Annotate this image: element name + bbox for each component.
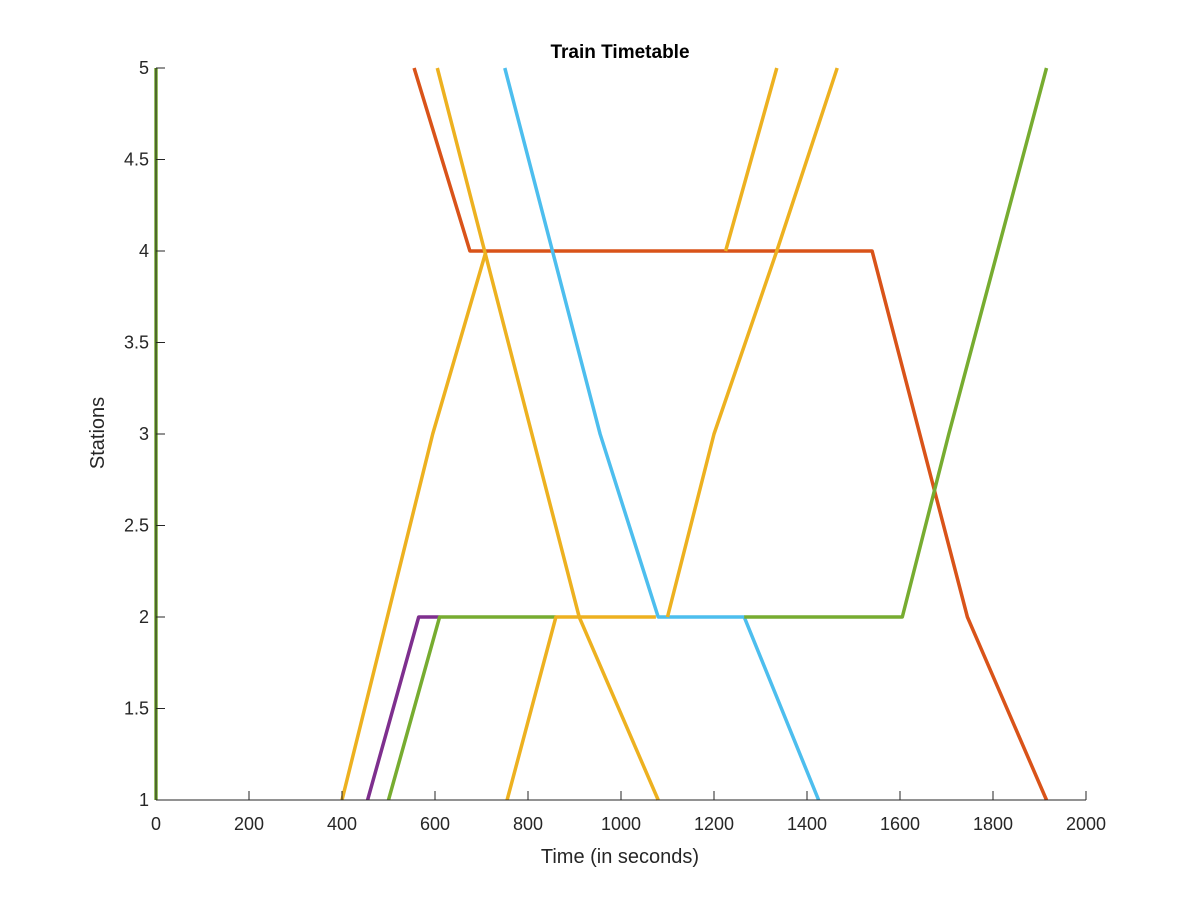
x-tick-label: 400	[327, 814, 357, 834]
axes-layer: 0 200 400 600 800 1000 1200 1400 1600 1800 2000 1 1.…	[124, 58, 1106, 834]
train-line-3	[386, 615, 556, 801]
train-line-7	[503, 67, 821, 801]
y-axis-label: Stations	[87, 397, 109, 469]
train-line-4	[505, 615, 656, 801]
x-axis-label: Time (in seconds)	[541, 846, 699, 868]
y-tick-label: 1.5	[124, 699, 149, 719]
train-line-2	[365, 615, 440, 801]
x-tick-label: 0	[151, 814, 161, 834]
chart-title: Train Timetable	[550, 42, 689, 63]
y-tick-label: 1	[139, 790, 149, 810]
x-tick-label: 1800	[973, 814, 1013, 834]
x-tick-label: 1600	[880, 814, 920, 834]
x-tick-label: 1000	[601, 814, 641, 834]
train-line-9	[723, 67, 779, 252]
x-tick-label: 800	[513, 814, 543, 834]
x-tick-label: 200	[234, 814, 264, 834]
y-tick-label: 2	[139, 607, 149, 627]
y-tick-label: 5	[139, 58, 149, 78]
y-tick-label: 3	[139, 424, 149, 444]
train-line-10	[744, 67, 1049, 619]
train-line-6	[435, 67, 660, 801]
x-tick-label: 1200	[694, 814, 734, 834]
y-tick-label: 3.5	[124, 333, 149, 353]
y-tick-label: 4.5	[124, 150, 149, 170]
train-line-8	[665, 67, 839, 618]
x-tick-label: 600	[420, 814, 450, 834]
y-tick-label: 4	[139, 241, 149, 261]
y-tick-label: 2.5	[124, 516, 149, 536]
train-line-1	[340, 250, 488, 801]
x-tick-label: 1400	[787, 814, 827, 834]
train-line-5	[412, 67, 1049, 801]
x-tick-label: 2000	[1066, 814, 1106, 834]
series-layer	[154, 67, 1049, 801]
